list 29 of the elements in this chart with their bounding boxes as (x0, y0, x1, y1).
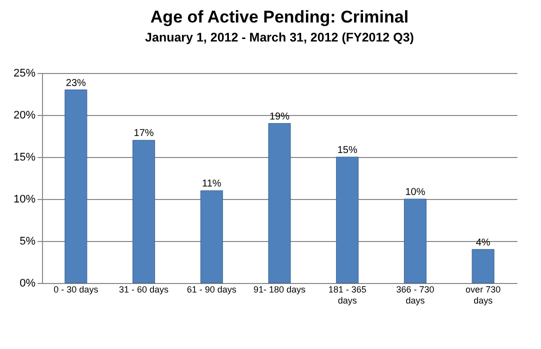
bar (64, 90, 88, 284)
y-tick-label: 10% (13, 194, 36, 206)
x-tick-label: 61 - 90 days (186, 284, 237, 294)
data-label: 4% (476, 237, 490, 248)
bar (404, 198, 426, 284)
bar (472, 249, 494, 284)
chart-subtitle: January 1, 2012 - March 31, 2012 (FY2012 Q3) (145, 30, 414, 44)
x-tick-label: 91- 180 days (253, 284, 306, 294)
x-tick-label: over 730 days (466, 284, 501, 306)
x-tick-label: 181 - 365 days (328, 284, 366, 306)
y-tick-label: 0% (20, 278, 36, 290)
y-tick-label: 5% (20, 236, 36, 248)
bar (132, 140, 156, 284)
data-label: 23% (66, 78, 86, 89)
x-tick-label: 0 - 30 days (54, 284, 99, 294)
chart-title: Age of Active Pending: Criminal (150, 8, 409, 26)
bar (336, 156, 359, 284)
y-tick-label: 15% (13, 152, 36, 164)
data-label: 10% (405, 187, 426, 198)
data-label: 17% (134, 128, 154, 140)
data-label: 11% (202, 178, 222, 190)
data-label: 15% (337, 145, 358, 156)
data-label: 19% (269, 111, 290, 122)
x-tick-label: 31 - 60 days (119, 284, 170, 294)
bar (200, 190, 223, 284)
y-tick-label: 25% (13, 68, 36, 80)
x-tick-label: 366 - 730 days (396, 284, 434, 306)
bar (268, 123, 291, 284)
y-tick-label: 20% (13, 110, 36, 122)
